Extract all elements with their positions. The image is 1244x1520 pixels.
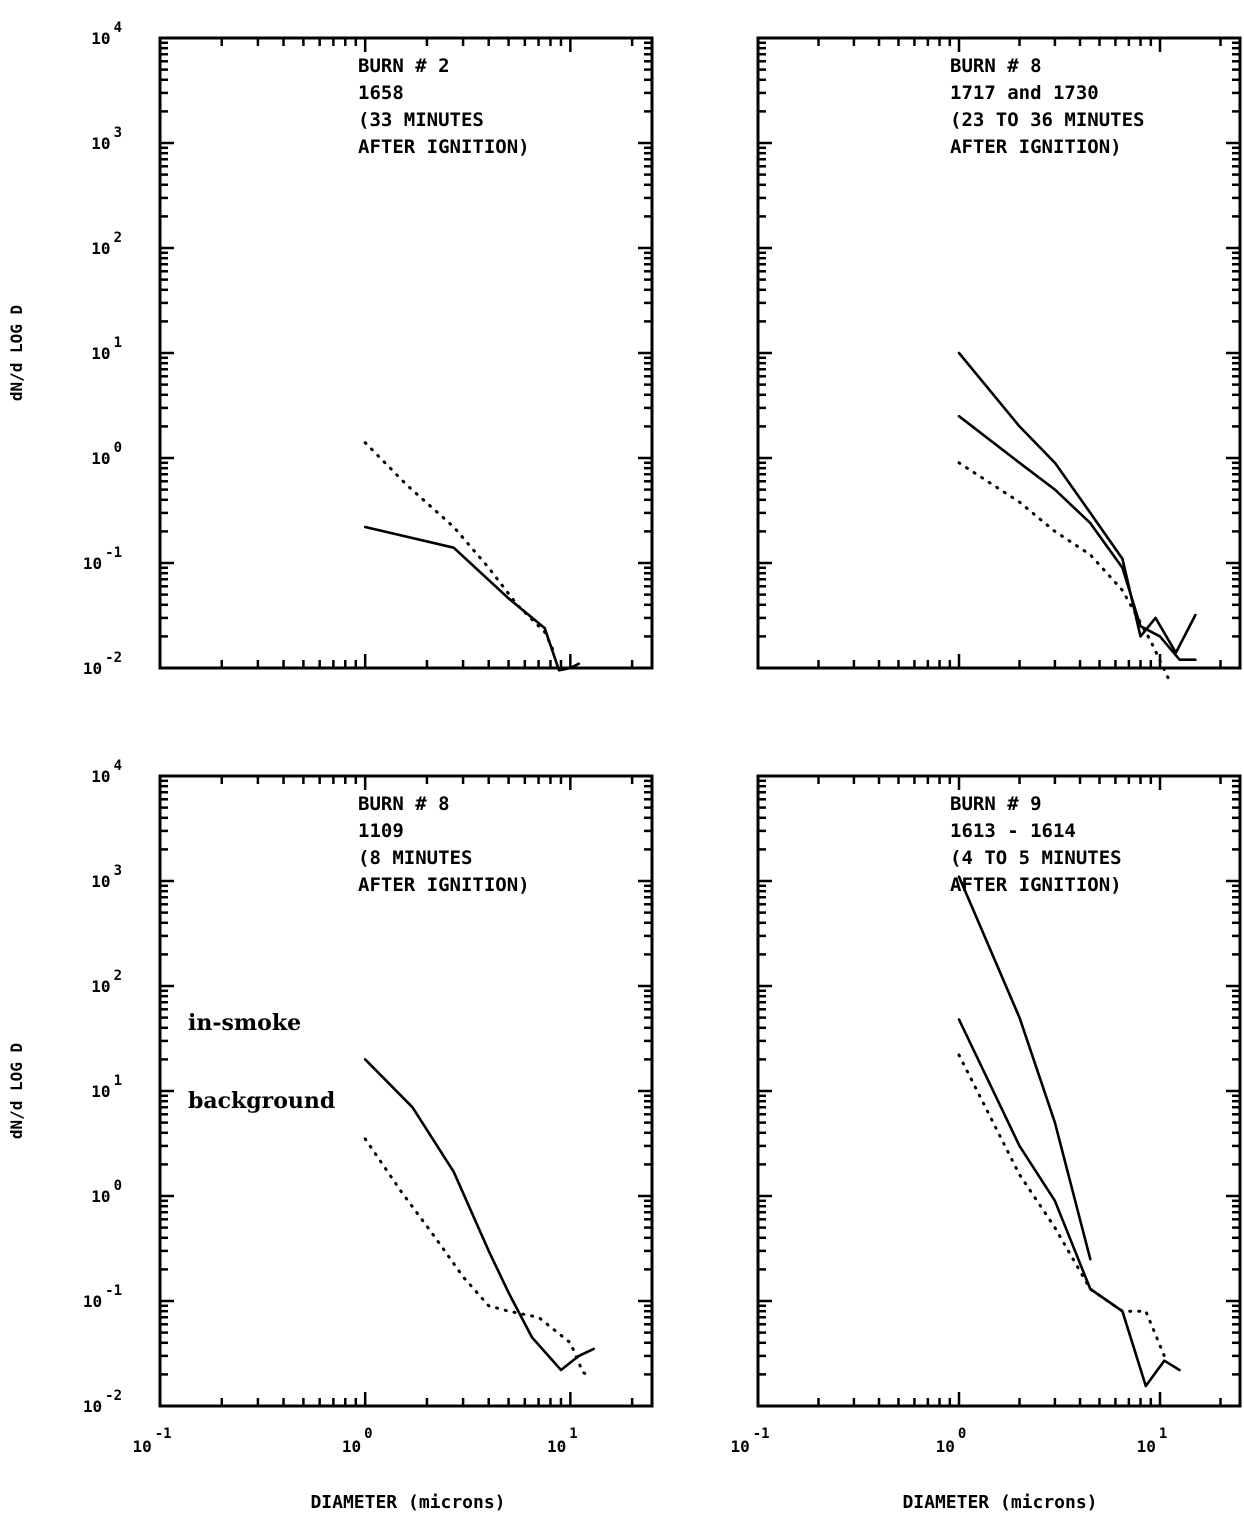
x-tick-label: 10-1: [132, 1426, 171, 1456]
panel-annotation-line: BURN # 8: [358, 793, 450, 815]
panel-annotation-line: BURN # 8: [950, 55, 1042, 77]
legend-label-in-smoke: in-smoke: [188, 1010, 301, 1036]
panel-annotation-line: (23 TO 36 MINUTES: [950, 109, 1144, 131]
y-tick-label: 103: [91, 125, 122, 153]
panel-annotation-line: AFTER IGNITION): [358, 136, 530, 158]
y-axis-label: dN/d LOG D: [7, 1043, 26, 1139]
x-axis-label: DIAMETER (microns): [310, 1492, 505, 1513]
panel-annotation-line: 1613 - 1614: [950, 820, 1076, 842]
y-tick-label: 104: [91, 758, 122, 786]
x-tick-label: 10-1: [730, 1426, 769, 1456]
x-tick-label: 101: [547, 1426, 578, 1456]
in-smoke-series-line: [957, 875, 1092, 1261]
chart-panel-1: 10-2 10-1 100 101 102 103 104 dN/d LOG D BURN # …: [7, 20, 654, 678]
y-axis-label: dN/d LOG D: [7, 305, 26, 401]
y-tick-label: 101: [91, 1073, 122, 1101]
x-tick-label: 100: [936, 1426, 967, 1456]
x-axis-label: DIAMETER (microns): [902, 1492, 1097, 1513]
plot-frame: [756, 36, 1242, 670]
plot-frame: [158, 36, 654, 670]
chart-panel-4: 10-1 100 101 BURN # 9 1613 - 1614 (4 TO 5 MIN…: [730, 774, 1242, 1456]
background-series-line: [957, 1053, 1166, 1358]
y-tick-label: 100: [91, 440, 122, 468]
panel-annotation-line: AFTER IGNITION): [358, 874, 530, 896]
panel-annotation-line: BURN # 2: [358, 55, 450, 77]
y-tick-label: 101: [91, 335, 122, 363]
panel-annotation-line: (8 MINUTES: [358, 847, 472, 869]
x-tick-label: 100: [342, 1426, 373, 1456]
panel-annotation-line: AFTER IGNITION): [950, 874, 1122, 896]
panel-annotation-line: BURN # 9: [950, 793, 1042, 815]
y-tick-label: 100: [91, 1178, 122, 1206]
y-tick-label: 10-2: [83, 650, 122, 678]
in-smoke-series-line: [957, 414, 1197, 662]
background-series-line: [957, 461, 1170, 680]
y-tick-label: 102: [91, 968, 122, 996]
background-series-line: [363, 1137, 592, 1379]
panel-annotation-line: (33 MINUTES: [358, 109, 484, 131]
in-smoke-series-line: [363, 525, 581, 672]
panel-annotation-line: AFTER IGNITION): [950, 136, 1122, 158]
in-smoke-series-line: [363, 1058, 596, 1372]
y-tick-label: 104: [91, 20, 122, 48]
panel-annotation-line: (4 TO 5 MINUTES: [950, 847, 1122, 869]
y-tick-label: 102: [91, 230, 122, 258]
y-tick-label: 10-2: [83, 1388, 122, 1416]
legend-label-background: background: [188, 1088, 335, 1114]
x-tick-label: 101: [1137, 1426, 1168, 1456]
y-tick-label: 10-1: [83, 1283, 122, 1311]
in-smoke-series-line: [957, 1018, 1181, 1388]
panel-annotation-line: 1658: [358, 82, 404, 104]
y-tick-label: 10-1: [83, 545, 122, 573]
y-tick-label: 103: [91, 863, 122, 891]
chart-panel-3: 10-2 10-1 100 101 102 103 104 10-1 100 101 dN/d LO…: [7, 758, 654, 1456]
chart-panel-2: BURN # 8 1717 and 1730 (23 TO 36 MINUTES AF…: [756, 36, 1242, 680]
plot-frame: [756, 774, 1242, 1408]
panel-annotation-line: 1717 and 1730: [950, 82, 1099, 104]
panel-annotation-line: 1109: [358, 820, 404, 842]
in-smoke-series-line: [957, 351, 1197, 655]
background-series-line: [363, 441, 558, 658]
